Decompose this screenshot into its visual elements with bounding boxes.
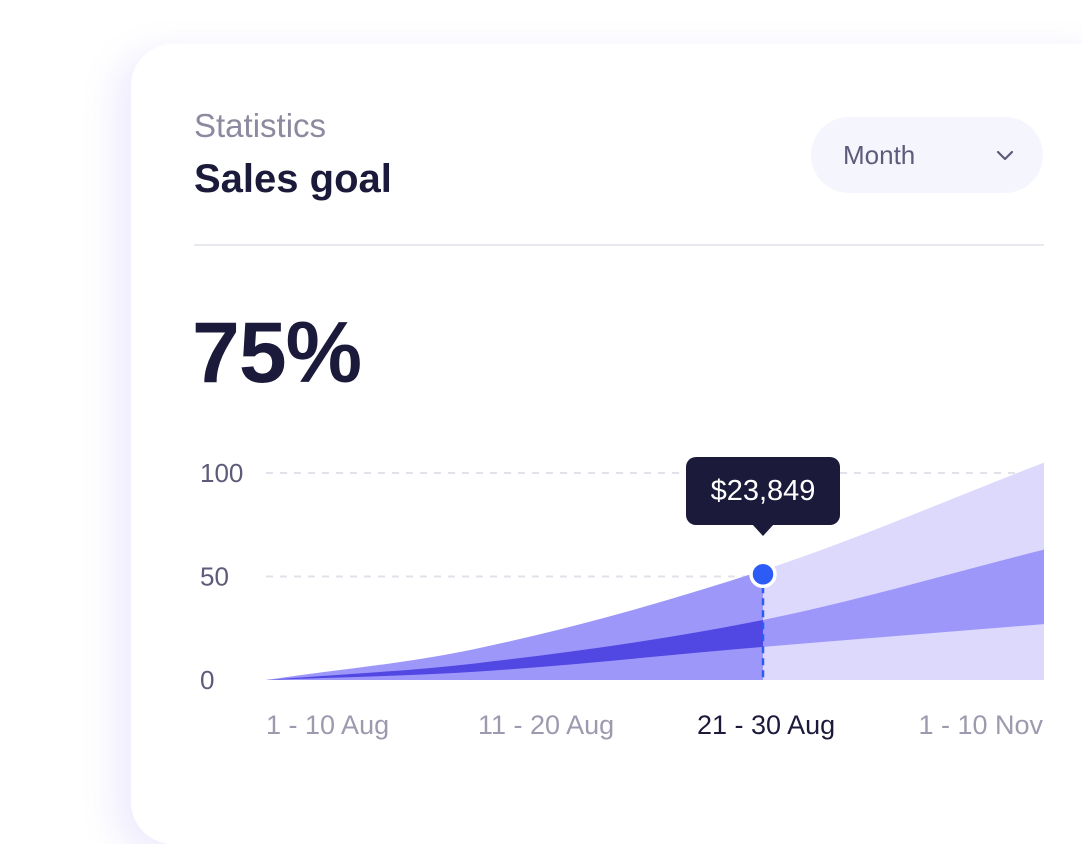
y-axis: 0 50 100 [200,458,243,695]
chart-marker[interactable]: $23,849 [686,457,840,680]
value-tooltip: $23,849 [686,457,840,536]
x-tick-label: 11 - 20 Aug [478,710,614,740]
header-divider [194,244,1044,246]
x-tick-label: 1 - 10 Nov [918,710,1043,740]
tooltip-value: $23,849 [711,475,816,507]
card-kicker: Statistics [194,107,327,144]
area-series-3-completed [266,646,763,680]
goal-percentage: 75% [192,305,362,401]
x-tick-label: 21 - 30 Aug [697,710,835,740]
y-tick-label: 50 [200,562,229,592]
chart-areas [266,462,1044,680]
y-tick-label: 100 [200,458,243,488]
chevron-down-icon [996,150,1014,161]
x-axis: 1 - 10 Aug 11 - 20 Aug 21 - 30 Aug 1 - 10 N… [266,710,1043,740]
period-select-value: Month [843,140,916,170]
data-point-marker[interactable] [749,560,777,589]
y-tick-label: 0 [200,665,214,695]
x-tick-label: 1 - 10 Aug [266,710,389,740]
area-series-3-remaining [763,624,1044,680]
card-title: Sales goal [194,157,392,201]
period-select[interactable]: Month [811,117,1043,193]
